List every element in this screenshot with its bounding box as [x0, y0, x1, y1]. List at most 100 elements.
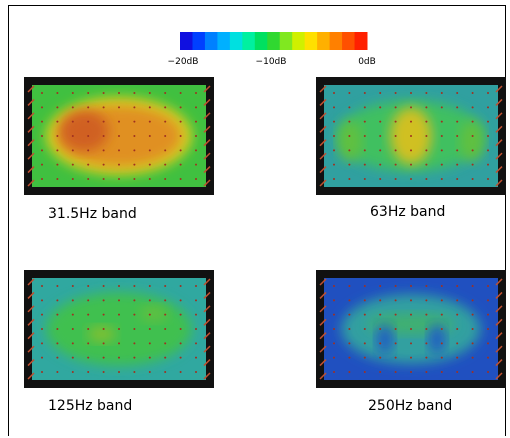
sensor-dot: [180, 342, 182, 344]
sensor-dot: [103, 285, 105, 287]
sensor-dot: [41, 314, 43, 316]
sensor-dot: [410, 342, 412, 344]
sensor-dot: [118, 92, 120, 94]
sensor-dot: [472, 299, 474, 301]
sensor-dot: [133, 135, 135, 137]
colorbar-swatch: [355, 32, 368, 50]
heatmap-panel: [24, 270, 214, 388]
sensor-dot: [164, 135, 166, 137]
sensor-dot: [410, 357, 412, 359]
sensor-dot: [41, 106, 43, 108]
sensor-dot: [164, 149, 166, 151]
sensor-dot: [348, 92, 350, 94]
sensor-dot: [364, 314, 366, 316]
sensor-dot: [379, 92, 381, 94]
sensor-dot: [364, 164, 366, 166]
heatmap-region: [460, 121, 484, 162]
sensor-dot: [487, 328, 489, 330]
sensor-dot: [425, 371, 427, 373]
sensor-dot: [149, 328, 151, 330]
sensor-dot: [56, 314, 58, 316]
sensor-dot: [472, 314, 474, 316]
sensor-dot: [180, 106, 182, 108]
sensor-dot: [333, 314, 335, 316]
sensor-dot: [410, 164, 412, 166]
sensor-dot: [364, 106, 366, 108]
sensor-dot: [87, 92, 89, 94]
sensor-dot: [56, 285, 58, 287]
sensor-dot: [456, 357, 458, 359]
heatmap-panel: [316, 77, 506, 195]
sensor-dot: [149, 164, 151, 166]
sensor-dot: [72, 342, 74, 344]
colorbar-swatch: [242, 32, 255, 50]
colorbar: [180, 32, 368, 50]
sensor-dot: [56, 92, 58, 94]
sensor-dot: [410, 178, 412, 180]
sensor-dot: [379, 178, 381, 180]
sensor-dot: [103, 149, 105, 151]
sensor-dot: [133, 106, 135, 108]
sensor-dot: [472, 342, 474, 344]
sensor-dot: [472, 328, 474, 330]
sensor-dot: [333, 121, 335, 123]
sensor-dot: [410, 121, 412, 123]
sensor-dot: [133, 371, 135, 373]
sensor-dot: [195, 106, 197, 108]
sensor-dot: [56, 357, 58, 359]
sensor-dot: [56, 135, 58, 137]
sensor-dot: [41, 121, 43, 123]
colorbar-label: 0dB: [358, 57, 376, 67]
sensor-dot: [41, 164, 43, 166]
sensor-dot: [333, 357, 335, 359]
sensor-dot: [472, 164, 474, 166]
sensor-dot: [118, 299, 120, 301]
sensor-dot: [41, 285, 43, 287]
sensor-dot: [87, 314, 89, 316]
sensor-dot: [487, 121, 489, 123]
sensor-dot: [379, 106, 381, 108]
sensor-dot: [395, 342, 397, 344]
sensor-dot: [180, 285, 182, 287]
sensor-dot: [118, 285, 120, 287]
sensor-dot: [379, 328, 381, 330]
sensor-dot: [379, 164, 381, 166]
sensor-dot: [195, 164, 197, 166]
sensor-dot: [456, 314, 458, 316]
sensor-dot: [333, 371, 335, 373]
sensor-dot: [164, 106, 166, 108]
sensor-dot: [364, 328, 366, 330]
sensor-dot: [56, 371, 58, 373]
sensor-dot: [133, 299, 135, 301]
panel-label: 31.5Hz band: [48, 206, 137, 222]
sensor-dot: [56, 342, 58, 344]
heatmap-panel: [316, 270, 506, 388]
sensor-dot: [456, 178, 458, 180]
sensor-dot: [456, 121, 458, 123]
colorbar-swatch: [305, 32, 318, 50]
sensor-dot: [410, 328, 412, 330]
sensor-dot: [441, 135, 443, 137]
sensor-dot: [348, 371, 350, 373]
sensor-dot: [72, 357, 74, 359]
sensor-dot: [364, 357, 366, 359]
sensor-dot: [133, 328, 135, 330]
sensor-dot: [149, 285, 151, 287]
sensor-dot: [472, 178, 474, 180]
sensor-dot: [56, 328, 58, 330]
sensor-dot: [149, 342, 151, 344]
sensor-dot: [118, 328, 120, 330]
sensor-dot: [87, 106, 89, 108]
sensor-dot: [487, 135, 489, 137]
sensor-dot: [133, 342, 135, 344]
sensor-dot: [487, 178, 489, 180]
colorbar-swatch: [317, 32, 330, 50]
sensor-dot: [456, 135, 458, 137]
sensor-dot: [395, 285, 397, 287]
sensor-dot: [133, 178, 135, 180]
sensor-dot: [348, 135, 350, 137]
sensor-dot: [425, 164, 427, 166]
sensor-dot: [118, 342, 120, 344]
sensor-dot: [87, 342, 89, 344]
sensor-dot: [425, 92, 427, 94]
